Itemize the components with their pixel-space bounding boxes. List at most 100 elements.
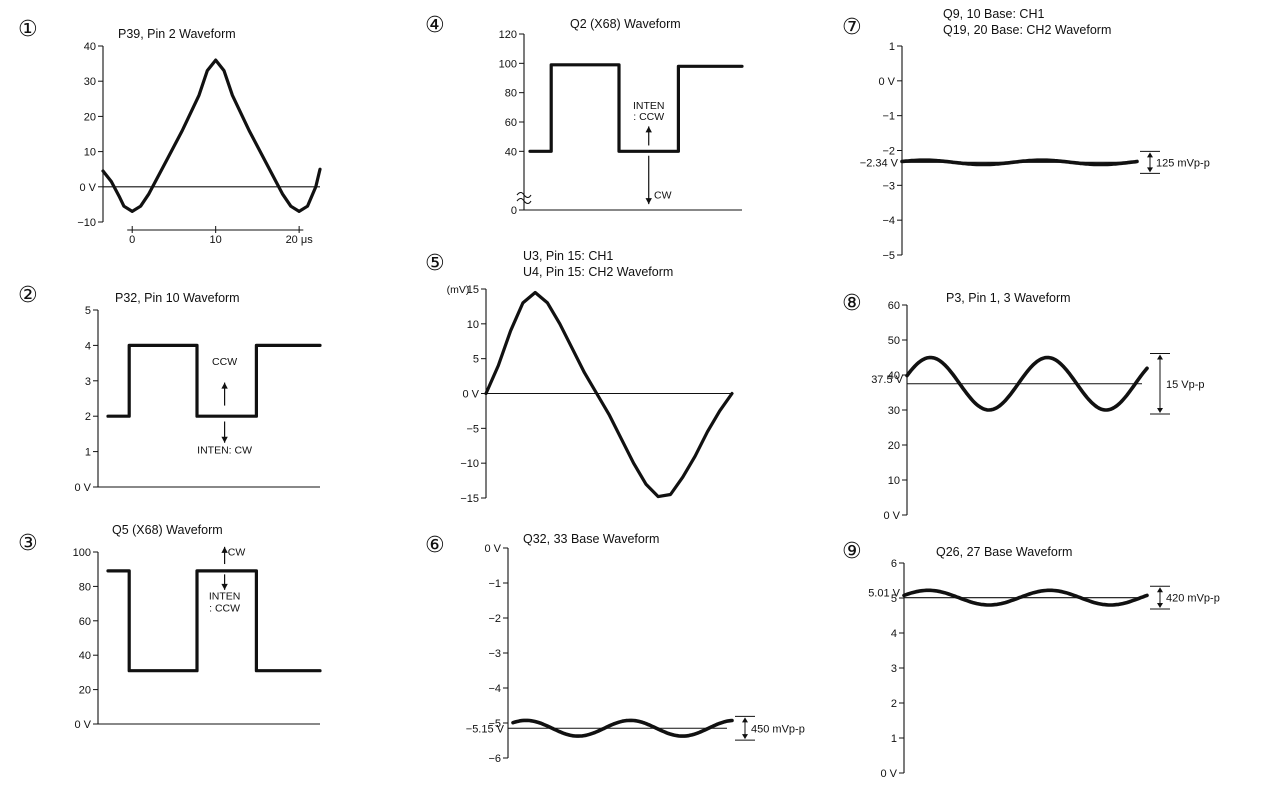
waveform-trace xyxy=(106,569,322,673)
annotation-arrow-head xyxy=(221,382,228,389)
y-tick-label: 40 xyxy=(505,146,517,158)
y-tick-label: −15 xyxy=(460,493,479,505)
y-tick-label: 5 xyxy=(473,354,479,366)
y-tick-label: −1 xyxy=(882,111,895,123)
y-tick-label: 40 xyxy=(79,650,91,662)
y-tick-label: 15 xyxy=(467,284,479,296)
axis-break-mark xyxy=(516,191,532,205)
y-tick-label: 20 xyxy=(888,440,900,452)
y-axis-unit: (mV) xyxy=(447,284,470,296)
waveform-chart-7: ⑦ Q9, 10 Base: CH1 Q19, 20 Base: CH2 Wavef… xyxy=(842,7,1210,262)
waveform-chart-6: ⑥ Q32, 33 Base Waveform 0 V −1 −2 −3 −4 −5 −6 −5.… xyxy=(425,532,805,765)
chart-title: Q32, 33 Base Waveform xyxy=(523,532,659,546)
chart-number: ① xyxy=(18,16,38,41)
chart-number: ② xyxy=(18,282,38,307)
chart-title: U3, Pin 15: CH1 xyxy=(523,249,613,263)
y-tick-label: 0 V xyxy=(484,543,501,555)
y-tick-label: 60 xyxy=(79,616,91,628)
peak-to-peak-label: 420 mVp-p xyxy=(1166,593,1220,605)
y-tick-label: 3 xyxy=(85,376,91,388)
y-tick-label: 1 xyxy=(889,41,895,53)
chart-number: ③ xyxy=(18,530,38,555)
y-tick-label: 60 xyxy=(505,117,517,129)
y-tick-label: 120 xyxy=(499,29,517,41)
pp-marker-arrows xyxy=(1147,152,1153,173)
y-tick-label: 0 V xyxy=(878,76,895,88)
waveform-annotation: CW xyxy=(654,189,672,201)
y-tick-label: 2 xyxy=(891,698,897,710)
chart-subtitle: Q19, 20 Base: CH2 Waveform xyxy=(943,23,1111,37)
y-tick-label: −6 xyxy=(488,753,501,765)
waveform-trace xyxy=(511,718,734,738)
y-tick-label: 0 xyxy=(511,205,517,217)
y-tick-label: 40 xyxy=(84,41,96,53)
y-tick-label: 4 xyxy=(891,628,897,640)
y-tick-label: 2 xyxy=(85,411,91,423)
chart-title: P3, Pin 1, 3 Waveform xyxy=(946,291,1071,305)
peak-to-peak-label: 125 mVp-p xyxy=(1156,157,1210,169)
y-tick-label: 0 V xyxy=(880,768,897,780)
chart-title: P32, Pin 10 Waveform xyxy=(115,291,240,305)
reference-value-label: 37.5 V xyxy=(871,374,903,386)
y-tick-label: 80 xyxy=(79,581,91,593)
reference-value-label: −2.34 V xyxy=(860,157,899,169)
y-tick-label: 60 xyxy=(888,300,900,312)
waveform-annotation: INTEN xyxy=(633,100,665,112)
waveform-chart-1: ① P39, Pin 2 Waveform 40 30 20 10 0 V −10 0 10 20 … xyxy=(18,16,322,246)
waveform-trace xyxy=(101,58,322,213)
reference-value-label: −5.15 V xyxy=(466,723,505,735)
y-tick-label: −4 xyxy=(882,215,895,227)
y-tick-label: 20 xyxy=(79,685,91,697)
annotation-arrow-head xyxy=(645,126,652,133)
y-tick-label: 50 xyxy=(888,335,900,347)
waveform-annotation: CW xyxy=(228,546,246,558)
waveform-chart-9: ⑨ Q26, 27 Base Waveform 6 5 4 3 2 1 0 V 5.01 V 420… xyxy=(842,538,1220,780)
waveform-chart-2: ② P32, Pin 10 Waveform 5 4 3 2 1 0 V CCW INTEN: C… xyxy=(18,282,322,494)
waveform-trace xyxy=(900,158,1139,167)
y-tick-label: 0 V xyxy=(74,482,91,494)
waveform-trace xyxy=(106,343,322,418)
y-tick-label: −2 xyxy=(488,613,501,625)
chart-number: ⑧ xyxy=(842,290,862,315)
y-tick-label: 100 xyxy=(73,547,91,559)
waveform-trace xyxy=(902,588,1149,607)
waveform-trace xyxy=(484,290,734,499)
y-tick-label: 6 xyxy=(891,558,897,570)
x-tick-label: 20 μs xyxy=(286,234,314,246)
y-tick-label: −3 xyxy=(882,180,895,192)
waveform-annotation: : CCW xyxy=(209,602,240,614)
waveform-trace xyxy=(905,355,1149,412)
y-tick-label: −2 xyxy=(882,146,895,158)
chart-subtitle: U4, Pin 15: CH2 Waveform xyxy=(523,265,673,279)
y-tick-label: 0 V xyxy=(883,510,900,522)
waveform-chart-3: ③ Q5 (X68) Waveform 100 80 60 40 20 0 V CW INTEN:… xyxy=(18,523,322,731)
x-tick-label: 10 xyxy=(210,234,222,246)
y-tick-label: 0 V xyxy=(462,389,479,401)
chart-title: Q2 (X68) Waveform xyxy=(570,17,681,31)
y-tick-label: 10 xyxy=(888,475,900,487)
annotation-arrow-head xyxy=(221,583,228,590)
waveform-trace xyxy=(528,63,744,153)
chart-number: ⑥ xyxy=(425,532,445,557)
y-tick-label: 40 xyxy=(888,370,900,382)
y-tick-label: 5 xyxy=(85,305,91,317)
y-tick-label: −5 xyxy=(466,423,479,435)
y-tick-label: 10 xyxy=(467,319,479,331)
chart-number: ④ xyxy=(425,12,445,37)
reference-value-label: 5.01 V xyxy=(868,588,900,600)
chart-title: Q9, 10 Base: CH1 xyxy=(943,7,1044,21)
pp-marker-arrows xyxy=(1157,587,1163,608)
annotation-arrow-head xyxy=(221,546,228,553)
y-tick-label: 0 V xyxy=(79,182,96,194)
waveform-annotation: : CCW xyxy=(633,111,664,123)
waveform-annotation: CCW xyxy=(212,356,237,368)
chart-title: Q26, 27 Base Waveform xyxy=(936,545,1072,559)
annotation-arrow-head xyxy=(645,198,652,205)
y-tick-label: 80 xyxy=(505,88,517,100)
y-tick-label: −3 xyxy=(488,648,501,660)
x-tick-label: 0 xyxy=(129,234,135,246)
waveform-chart-4: ④ Q2 (X68) Waveform 120 100 80 60 40 0 INTEN: CC… xyxy=(425,12,744,217)
chart-title: P39, Pin 2 Waveform xyxy=(118,27,236,41)
